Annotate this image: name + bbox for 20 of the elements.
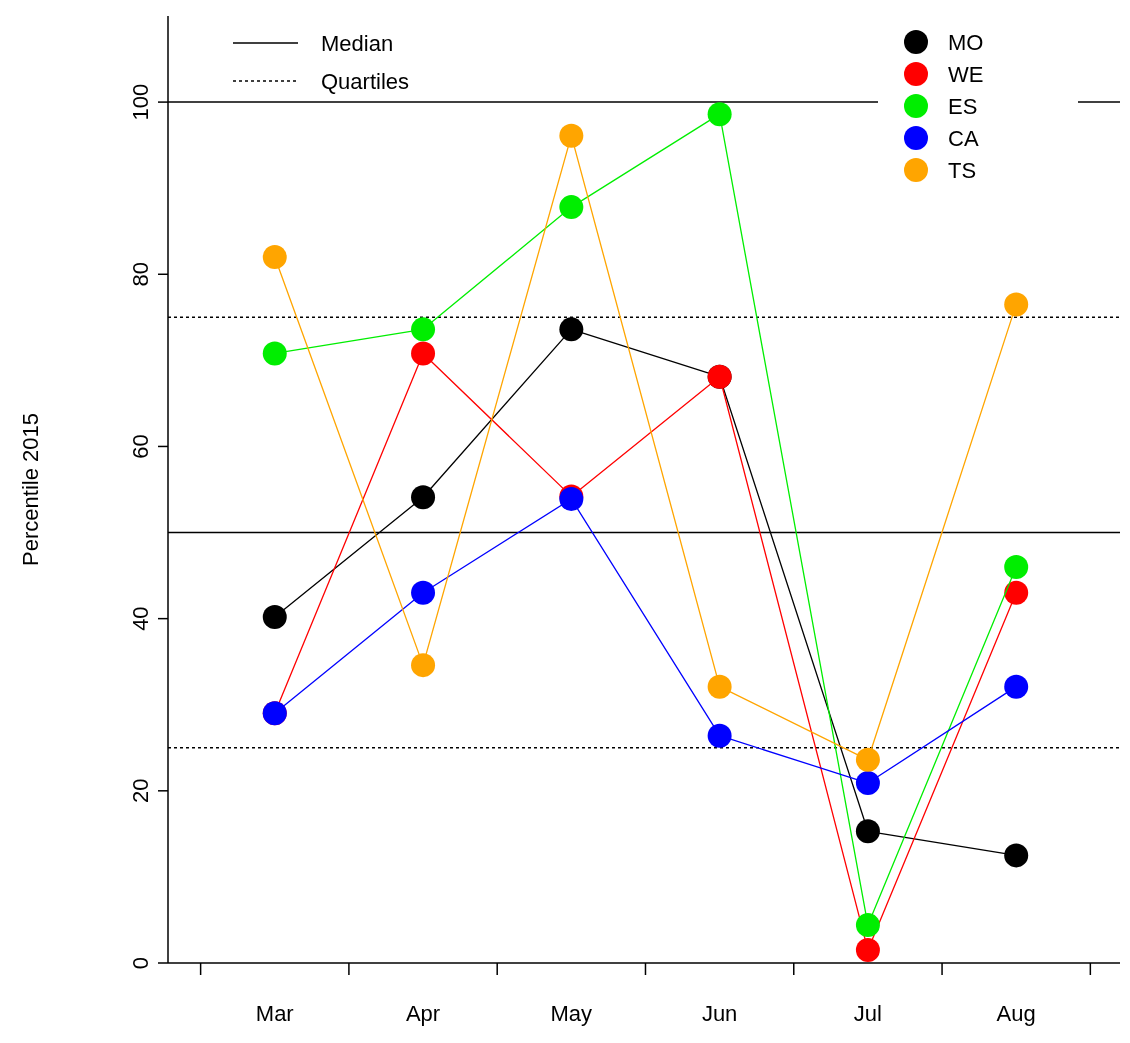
legend-label: WE (948, 62, 984, 87)
y-tick-label: 100 (128, 83, 153, 121)
y-tick-label: 20 (128, 778, 153, 804)
x-tick-label: Apr (405, 1001, 441, 1026)
y-tick-label: 80 (128, 262, 153, 287)
y-tick-label: 40 (128, 606, 153, 631)
legend-label: Median (321, 31, 394, 56)
x-tick-label: Jun (701, 1001, 738, 1026)
y-axis-title: Percentile 2015 (18, 413, 43, 566)
legend-label: MO (948, 30, 984, 55)
legend-label: TS (948, 158, 977, 183)
y-tick-label: 0 (128, 956, 153, 970)
x-tick-label: Aug (996, 1001, 1036, 1026)
y-tick-label: 60 (128, 434, 153, 459)
x-tick-label: Mar (255, 1001, 294, 1026)
x-tick-label: May (550, 1001, 593, 1026)
legend-label: CA (948, 126, 979, 151)
legend-label: ES (948, 94, 978, 119)
x-tick-label: Jul (853, 1001, 882, 1026)
legend-label: Quartiles (321, 69, 410, 94)
